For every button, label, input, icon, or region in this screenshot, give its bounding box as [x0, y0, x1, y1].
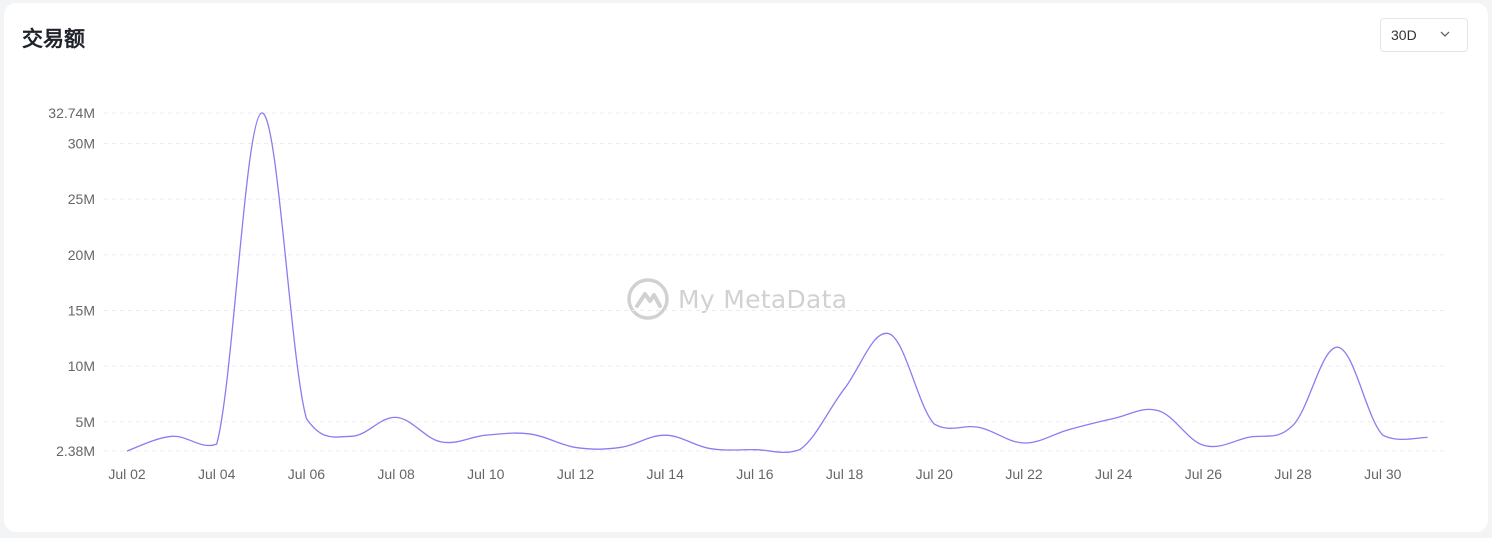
- metadata-logo-icon: [627, 278, 669, 320]
- x-tick-label: Jul 12: [557, 466, 595, 482]
- y-axis-ticks: 2.38M 5M 10M 15M 20M 25M 30M 32.74M: [48, 105, 95, 459]
- watermark: My MetaData: [626, 274, 847, 324]
- y-tick-label: 20M: [68, 247, 95, 263]
- y-tick-label: 2.38M: [56, 443, 95, 459]
- chart-title: 交易额: [22, 27, 85, 51]
- y-tick-label: 5M: [76, 414, 95, 430]
- x-tick-label: Jul 10: [467, 466, 505, 482]
- y-tick-label: 25M: [68, 191, 95, 207]
- x-tick-label: Jul 02: [108, 466, 146, 482]
- x-tick-label: Jul 24: [1095, 466, 1133, 482]
- x-tick-label: Jul 14: [647, 466, 685, 482]
- x-tick-label: Jul 08: [377, 466, 415, 482]
- y-tick-label: 10M: [68, 358, 95, 374]
- y-tick-label: 30M: [68, 136, 95, 152]
- x-tick-label: Jul 20: [916, 466, 954, 482]
- x-tick-label: Jul 26: [1185, 466, 1223, 482]
- y-tick-label: 15M: [68, 303, 95, 319]
- x-tick-label: Jul 04: [198, 466, 236, 482]
- period-select-value: 30D: [1391, 27, 1417, 43]
- period-select[interactable]: 30D: [1380, 18, 1468, 52]
- x-axis-ticks: Jul 02 Jul 04 Jul 06 Jul 08 Jul 10 Jul 12 Jul …: [108, 466, 1401, 482]
- watermark-text: My MetaData: [678, 284, 848, 314]
- chevron-down-icon: [1440, 31, 1450, 37]
- x-tick-label: Jul 06: [288, 466, 326, 482]
- x-tick-label: Jul 18: [826, 466, 864, 482]
- x-tick-label: Jul 30: [1364, 466, 1402, 482]
- series-line: [126, 112, 1428, 454]
- x-tick-label: Jul 28: [1274, 466, 1312, 482]
- chart-card: 交易额 30D: [4, 3, 1488, 532]
- x-tick-label: Jul 22: [1005, 466, 1043, 482]
- y-tick-label: 32.74M: [48, 105, 95, 121]
- grid-lines: [104, 112, 1446, 452]
- x-tick-label: Jul 16: [736, 466, 774, 482]
